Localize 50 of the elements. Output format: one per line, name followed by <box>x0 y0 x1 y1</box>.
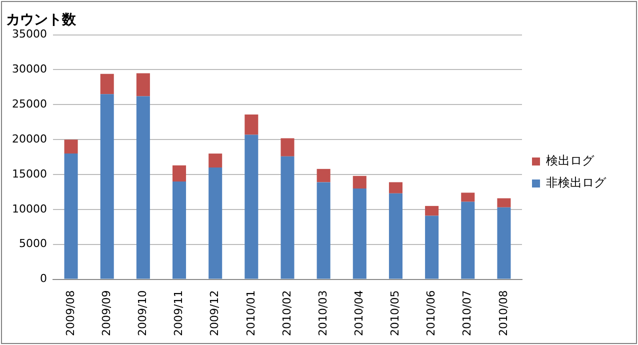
bar <box>388 193 402 279</box>
bar <box>244 134 258 279</box>
bar <box>280 156 294 279</box>
bar <box>208 154 222 168</box>
y-tick-label: 15000 <box>12 167 47 180</box>
x-tick-label: 2009/09 <box>100 290 113 336</box>
x-tick-label: 2010/03 <box>316 290 330 336</box>
bar <box>497 207 511 279</box>
x-tick-label: 2009/10 <box>136 290 150 336</box>
y-tick-label: 25000 <box>12 98 47 111</box>
x-tick-label: 2010/05 <box>388 290 402 336</box>
bar <box>64 154 78 279</box>
x-tick-label: 2009/11 <box>172 290 186 336</box>
bar <box>172 182 186 279</box>
bar <box>425 216 439 279</box>
bar <box>244 114 258 135</box>
bar <box>425 206 439 216</box>
bar <box>461 202 475 279</box>
y-tick-label: 5000 <box>18 237 47 250</box>
x-tick-label: 2010/02 <box>280 290 294 336</box>
x-tick-label: 2010/01 <box>244 290 258 336</box>
y-tick-label: 30000 <box>12 62 47 76</box>
bar <box>461 192 475 202</box>
bar <box>208 168 222 279</box>
bar <box>388 182 402 194</box>
x-tick-label: 2010/04 <box>352 290 366 336</box>
bar <box>280 138 294 156</box>
x-tick-label: 2009/12 <box>208 290 222 336</box>
legend-label: 検出ログ <box>546 154 595 168</box>
bar <box>64 140 78 154</box>
x-tick-label: 2010/07 <box>460 290 474 336</box>
bar <box>172 165 186 182</box>
bar <box>100 74 114 94</box>
bar <box>497 198 511 208</box>
bar <box>100 94 114 279</box>
bar <box>352 188 366 279</box>
bar <box>136 73 150 96</box>
x-tick-label: 2009/08 <box>64 290 77 336</box>
y-axis-title: カウント数 <box>6 12 77 28</box>
legend-label: 非検出ログ <box>546 176 607 190</box>
bar <box>316 182 330 279</box>
bar <box>316 168 330 182</box>
y-tick-label: 10000 <box>12 202 47 216</box>
bar <box>352 176 366 188</box>
bar <box>136 96 150 279</box>
y-tick-label: 0 <box>40 272 47 286</box>
x-tick-label: 2010/06 <box>424 290 438 336</box>
y-tick-label: 20000 <box>12 132 47 146</box>
y-tick-label: 35000 <box>12 28 47 41</box>
x-tick-label: 2010/08 <box>496 290 510 336</box>
